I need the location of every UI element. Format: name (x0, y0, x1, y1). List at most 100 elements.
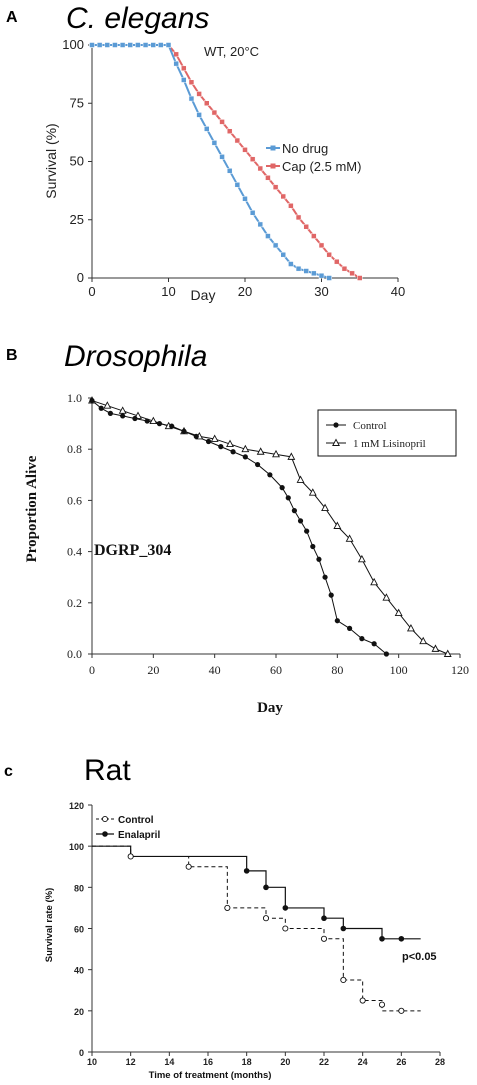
panel-b-control-point (242, 454, 248, 460)
panel-b-control-point (291, 508, 297, 514)
panel-a-series-1-point (219, 119, 225, 125)
panel-a-series-1-point (181, 65, 187, 72)
panel-b-legend-label-0: Control (353, 420, 387, 432)
panel-a-series-1-point (265, 175, 271, 181)
panel-a-series-0-point (311, 270, 317, 277)
panel-b-control-point (107, 410, 113, 416)
panel-a-axes: 0 10 20 30 40 0 25 50 75 100 (62, 37, 405, 299)
panel-c-control-point (282, 925, 289, 932)
panel-a-y-tick-label: 75 (70, 95, 84, 110)
panel-a-series-0-point (280, 251, 286, 258)
panel-a-series-0-point (142, 42, 149, 48)
panel-a-series-1-point (204, 100, 210, 106)
panel-c-control-point (398, 1007, 405, 1014)
panel-c-control-point (224, 904, 231, 911)
panel-b-lisinopril-point (226, 439, 234, 448)
panel-c-x-tick-label: 20 (280, 1057, 290, 1067)
panel-a-series-0-point (295, 265, 302, 272)
panel-b-x-tick-label: 100 (390, 663, 408, 677)
panel-a-series-0-point (204, 126, 210, 132)
panel-b-lisinopril-point (210, 434, 219, 442)
panel-a-series-0-point (135, 42, 141, 48)
panel-a-series-1-point (211, 109, 218, 116)
panel-b-lisinopril-point (103, 401, 112, 409)
panel-a-chart: A C. elegans WT, 20°C 0 10 20 30 40 0 25 50 75 10… (6, 2, 405, 303)
panel-b-control-point (144, 418, 150, 424)
panel-b-y-tick-label: 0.8 (67, 442, 82, 456)
panel-a-series-0-point (173, 60, 179, 67)
panel-a-x-tick-label: 10 (161, 284, 175, 299)
panel-a-y-tick-label: 25 (70, 212, 84, 227)
panel-c-x-tick-label: 12 (126, 1057, 136, 1067)
panel-a-series-1-point (334, 258, 340, 265)
panel-b-ylabel: Proportion Alive (24, 455, 40, 562)
panel-b-control-point (205, 438, 212, 445)
panel-b-control-point (359, 636, 365, 642)
panel-c-legend-marker-1 (102, 831, 108, 837)
panel-a-ylabel: Survival (%) (43, 123, 59, 198)
panel-b-axes: 0 20 40 60 80 100 120 0.0 0.2 0.4 0.6 0.8 1.0 (67, 391, 469, 677)
panel-c-y-tick-label: 120 (69, 801, 84, 811)
panel-b-lisinopril-point (241, 444, 250, 453)
panel-b-control-point (255, 461, 261, 468)
panel-a-series-0-point (188, 95, 195, 102)
panel-a-series-0-point (303, 268, 309, 274)
panel-b-control-point (193, 433, 199, 439)
panel-a-series (89, 42, 363, 281)
panel-a-series-1-point (349, 270, 355, 277)
panel-b-lisinopril-point (382, 593, 391, 601)
panel-b-control-point (316, 556, 322, 562)
panel-c-x-tick-label: 28 (435, 1057, 445, 1067)
panel-c-x-tick-label: 10 (87, 1057, 97, 1067)
panel-a-series-1-point (173, 51, 179, 58)
panel-b-lisinopril-point (443, 649, 452, 657)
panel-b-y-tick-label: 0.0 (67, 647, 82, 661)
panel-c-control-point (378, 1001, 386, 1008)
panel-c-enalapril-point (243, 868, 250, 874)
panel-c-annotation: p<0.05 (402, 951, 437, 963)
panel-c-axes: 10 12 14 16 18 20 22 24 26 28 0 20 40 60 80 100 120 (69, 801, 445, 1067)
panel-c-control-point (359, 997, 366, 1004)
panel-c-ylabel: Survival rate (%) (44, 888, 55, 962)
panel-c-legend-label-0: Control (118, 815, 154, 826)
panel-c-control-point (320, 935, 328, 942)
panel-b-control-point (181, 428, 187, 434)
panel-a-series-0-point (272, 242, 279, 249)
panel-b-control-point (322, 574, 328, 580)
panel-b-annotation: DGRP_304 (94, 542, 171, 559)
panel-c-enalapril-point (340, 925, 347, 932)
panel-a-series-1-point (280, 193, 286, 200)
panel-a-legend-marker-1 (270, 163, 276, 169)
panel-b-control-point (279, 485, 285, 491)
panel-b-lisinopril-point (256, 447, 265, 455)
panel-c-x-tick-label: 16 (203, 1057, 213, 1067)
panel-c-x-tick-label: 26 (396, 1057, 406, 1067)
panel-a-x-tick-label: 0 (88, 284, 95, 299)
panel-a-series-1-point (311, 233, 317, 239)
panel-a-series-0-point (181, 77, 187, 83)
panel-c-enalapril-point (379, 935, 385, 942)
panel-b-control-point (328, 592, 334, 598)
panel-a-series-0-point (196, 112, 202, 118)
panel-c-x-tick-label: 22 (319, 1057, 329, 1067)
panel-b-control-point (120, 413, 126, 419)
panel-a-series-1-point (341, 265, 348, 272)
panel-c-legend: Control Enalapril (96, 815, 160, 841)
panel-b-control-point (383, 651, 389, 657)
panel-b-legend-label-1: 1 mM Lisinopril (353, 438, 426, 450)
panel-a-series-0-point (318, 272, 325, 279)
panel-b-control-point (371, 641, 377, 647)
panel-b-lisinopril-point (308, 488, 317, 496)
panel-c-control-point (262, 915, 270, 922)
panel-b-lisinopril-point (296, 475, 305, 483)
panel-b-title: Drosophila (64, 340, 207, 373)
panel-a-series-0-point (165, 42, 172, 48)
panel-a-series-0-point (326, 275, 332, 281)
panel-a-series-0-point (119, 42, 126, 48)
panel-b-y-tick-label: 0.4 (67, 545, 82, 559)
panel-b-letter: B (6, 347, 18, 364)
panel-a-series-1-point (288, 203, 294, 209)
panel-a-series-1-point (234, 137, 241, 144)
panel-c-chart: c Rat p<0.05 10 12 14 16 18 20 22 24 26 28 0 20 40 60… (4, 754, 445, 1081)
